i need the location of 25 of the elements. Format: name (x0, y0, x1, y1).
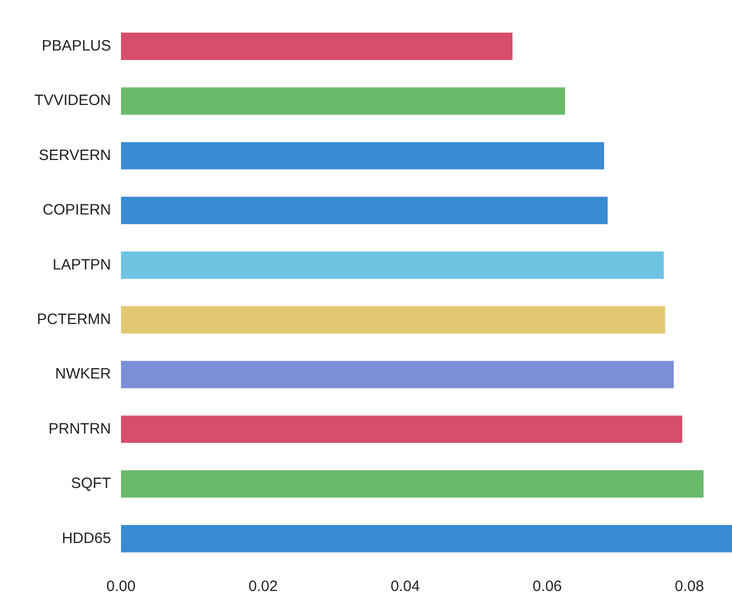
bar (121, 524, 732, 552)
y-tick-label: HDD65 (62, 530, 111, 547)
bar (121, 470, 704, 498)
x-tick-label: 0.08 (674, 578, 704, 596)
x-tick-label: 0.06 (532, 578, 562, 596)
bar (121, 416, 682, 443)
x-tick-label: 0.00 (106, 578, 136, 596)
bar (121, 360, 674, 388)
y-tick-label: SQFT (71, 475, 111, 492)
bar (121, 142, 604, 170)
y-tick-label: SERVERN (38, 146, 111, 164)
bar (121, 32, 512, 60)
y-tick-label: COPIERN (42, 202, 111, 219)
bar (121, 196, 608, 224)
x-tick-label: 0.04 (390, 578, 420, 596)
y-tick-label: LAPTPN (52, 256, 111, 274)
x-tick-label: 0.02 (248, 578, 278, 596)
y-tick-label: TVVIDEON (34, 92, 111, 110)
y-tick-label: NWKER (55, 366, 112, 383)
y-tick-label: PBAPLUS (42, 37, 111, 54)
y-tick-label: PRNTRN (48, 420, 111, 438)
bar (121, 87, 566, 115)
y-tick-label: PCTERMN (36, 310, 111, 328)
bar (121, 251, 664, 279)
bar (121, 306, 666, 334)
